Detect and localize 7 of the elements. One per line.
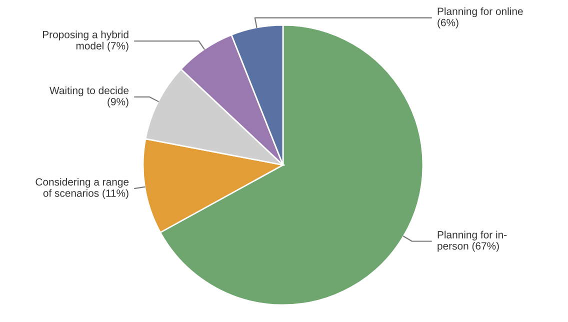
slice-label: Planning for in-person (67%) [438,230,507,252]
slice-label: Waiting to decide [50,86,129,96]
data-label: (6%) [438,18,458,28]
slice-label: Planning for online [438,7,523,18]
slice-label: Proposing a hybrid model (7%) [43,30,128,52]
slice-label: Considering a range of scenarios (11%) [36,178,129,199]
data-label: (9%) [108,98,128,108]
